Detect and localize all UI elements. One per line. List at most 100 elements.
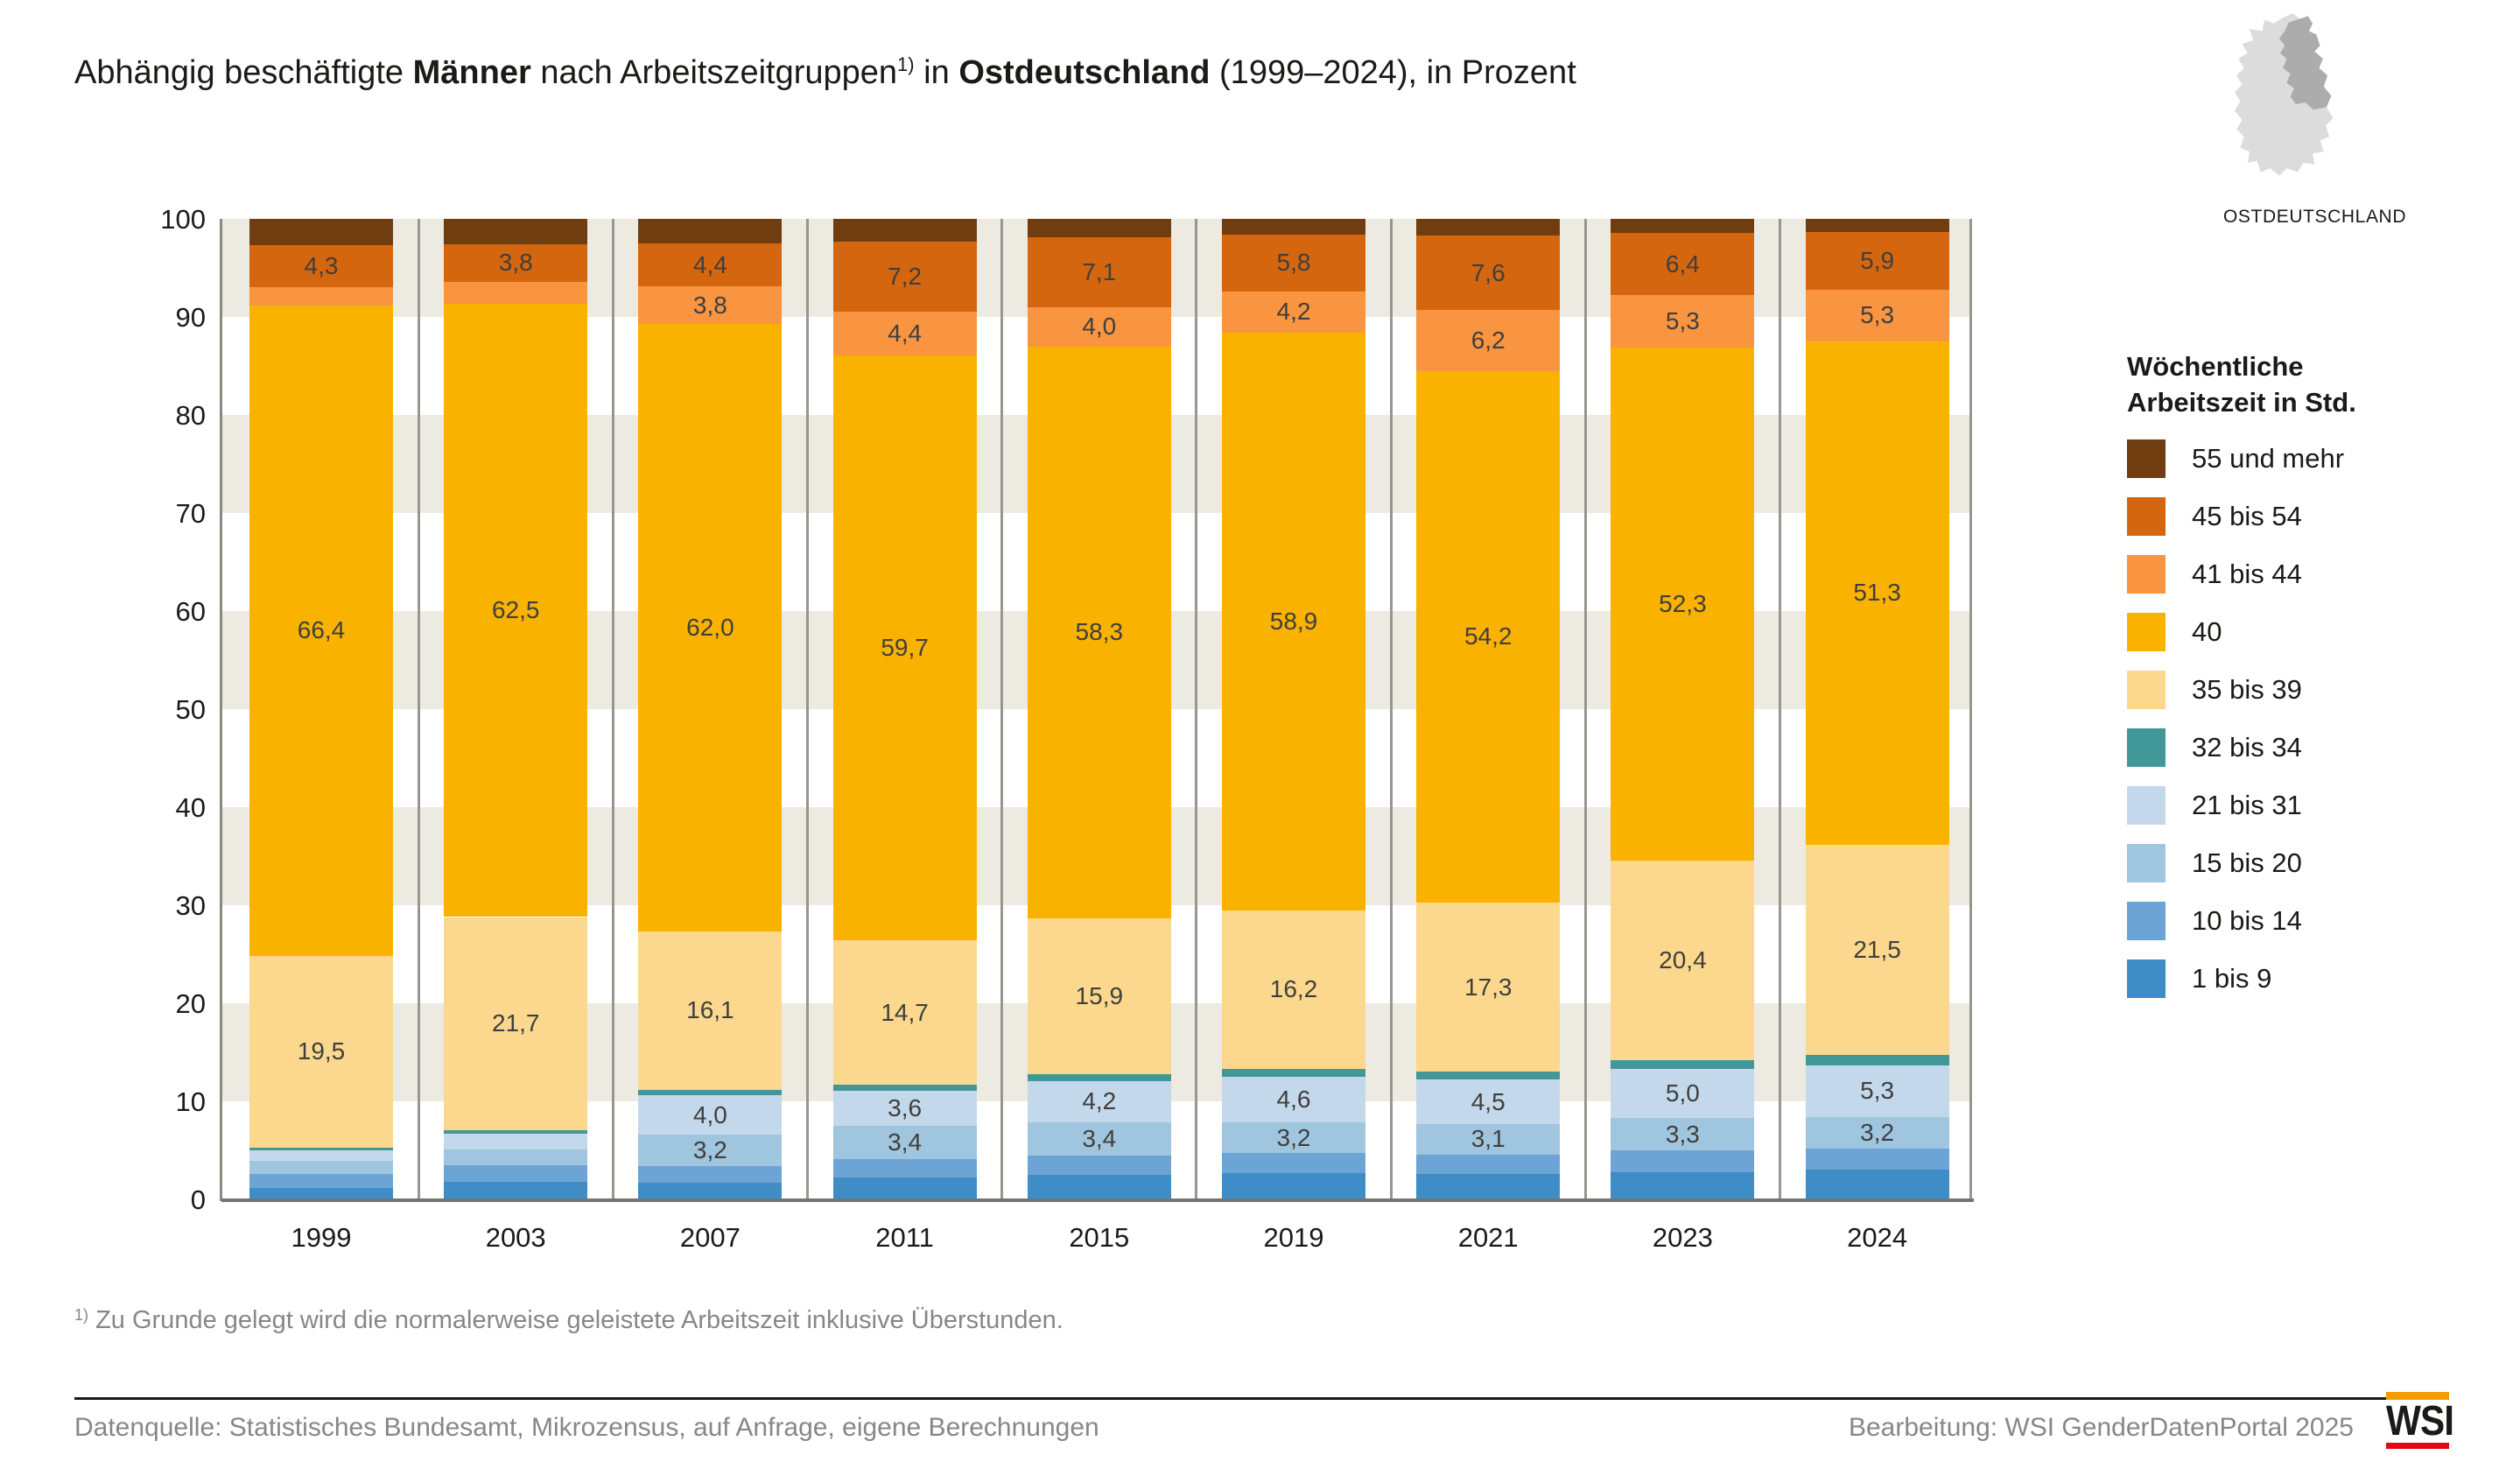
bar-segment-value-label: 14,7 xyxy=(881,998,929,1026)
bar-segment xyxy=(1611,219,1755,233)
bar-segment-value-label: 7,6 xyxy=(1471,258,1506,286)
legend-item: 41 bis 44 xyxy=(2127,555,2512,594)
bar-segment xyxy=(444,281,588,305)
bar-segment: 3,8 xyxy=(444,244,588,282)
bar-segment xyxy=(1805,1148,1949,1170)
title-run: Abhängig beschäftigte xyxy=(74,54,413,92)
legend-item-label: 1 bis 9 xyxy=(2192,963,2272,994)
legend-swatch xyxy=(2127,959,2166,998)
title-run: nach Arbeitszeitgruppen xyxy=(530,54,898,92)
bar-segment: 3,2 xyxy=(1805,1117,1949,1149)
x-axis-year-label: 1999 xyxy=(291,1222,352,1253)
bar-segment: 5,8 xyxy=(1222,234,1365,292)
bar-segment: 5,3 xyxy=(1611,295,1755,348)
legend-item: 45 bis 54 xyxy=(2127,497,2512,536)
bar-segment: 7,1 xyxy=(1027,237,1171,307)
year-separator-line xyxy=(611,219,614,1199)
bar-segment-value-label: 21,7 xyxy=(491,1009,540,1037)
bar-segment-value-label: 4,4 xyxy=(888,320,923,348)
germany-east-region xyxy=(2278,16,2332,110)
bar-segment: 5,3 xyxy=(1805,1065,1949,1117)
bar-segment-value-label: 3,8 xyxy=(692,291,727,319)
bar-segment-value-label: 7,1 xyxy=(1082,258,1117,286)
bar-segment xyxy=(444,1134,588,1149)
y-axis-tick-label: 60 xyxy=(175,596,206,627)
bar-segment xyxy=(1611,1150,1755,1172)
bar-segment xyxy=(249,1187,393,1199)
bar-segment-value-label: 5,9 xyxy=(1860,246,1895,274)
legend-item: 10 bis 14 xyxy=(2127,902,2512,940)
bar-segment-value-label: 5,3 xyxy=(1860,1077,1895,1105)
legend-swatch xyxy=(2127,844,2166,882)
footnote-marker: 1) xyxy=(74,1306,89,1324)
legend-swatch xyxy=(2127,613,2166,651)
bar-segment xyxy=(1805,1170,1949,1199)
bar-segment: 4,4 xyxy=(638,243,783,287)
bar-segment-value-label: 3,2 xyxy=(1276,1123,1311,1151)
bar-segment-value-label: 17,3 xyxy=(1464,973,1513,1001)
bar-segment: 54,2 xyxy=(1416,370,1561,903)
bar-segment: 4,5 xyxy=(1416,1079,1561,1124)
bar-segment xyxy=(832,1159,977,1178)
y-axis-tick-label: 100 xyxy=(160,204,206,235)
bar-segment-value-label: 58,9 xyxy=(1269,607,1318,635)
bar-segment: 62,0 xyxy=(638,323,783,932)
bar-segment xyxy=(832,1177,977,1199)
legend-title-line2: Arbeitszeit in Std. xyxy=(2127,387,2356,418)
footer-divider xyxy=(74,1397,2448,1400)
bar-segment: 7,2 xyxy=(832,241,977,313)
bar-segment-value-label: 59,7 xyxy=(881,634,929,662)
year-separator-line xyxy=(1583,219,1587,1199)
legend-item-label: 40 xyxy=(2192,616,2222,647)
y-axis-tick-label: 30 xyxy=(175,890,206,921)
legend-item-label: 10 bis 14 xyxy=(2192,905,2302,936)
wsi-logo-red-bar xyxy=(2386,1443,2449,1449)
bar-segment: 17,3 xyxy=(1416,902,1561,1072)
x-axis-year-label: 2021 xyxy=(1457,1222,1519,1253)
bar-segment: 7,6 xyxy=(1416,235,1561,311)
bar-segment xyxy=(1222,1153,1365,1173)
data-source-text: Datenquelle: Statistisches Bundesamt, Mi… xyxy=(74,1413,1099,1442)
bar-segment: 3,3 xyxy=(1611,1118,1755,1150)
bar-segment-value-label: 16,1 xyxy=(686,996,734,1024)
bar-segment-value-label: 16,2 xyxy=(1269,975,1318,1003)
legend-title-line1: Wöchentliche xyxy=(2127,351,2304,382)
bar-segment xyxy=(249,1150,393,1162)
bar-segment: 62,5 xyxy=(444,304,588,917)
bar-segment-value-label: 3,1 xyxy=(1471,1125,1506,1153)
bar-segment xyxy=(444,1164,588,1182)
bar-segment xyxy=(1416,219,1561,235)
y-axis-tick-label: 20 xyxy=(175,988,206,1019)
bar-segment: 5,0 xyxy=(1611,1069,1755,1118)
bar-segment: 3,1 xyxy=(1416,1123,1561,1155)
bar-segment-value-label: 54,2 xyxy=(1464,622,1513,650)
legend-item-label: 21 bis 31 xyxy=(2192,790,2302,820)
x-axis-year-label: 2019 xyxy=(1263,1222,1324,1253)
bar-segment: 3,2 xyxy=(638,1135,783,1166)
bar-segment-value-label: 20,4 xyxy=(1659,945,1707,973)
bar-segment-value-label: 4,3 xyxy=(304,252,339,280)
y-axis-tick-label: 0 xyxy=(190,1184,206,1215)
bar-segment xyxy=(832,1085,977,1091)
bar-segment xyxy=(444,1129,588,1134)
y-axis-tick-label: 90 xyxy=(175,302,206,333)
bar-segment: 66,4 xyxy=(249,305,393,957)
legend-item: 15 bis 20 xyxy=(2127,844,2512,882)
bar-segment xyxy=(1027,1175,1171,1199)
bar-segment-value-label: 5,8 xyxy=(1276,249,1311,277)
legend-swatch xyxy=(2127,786,2166,825)
bar-segment-value-label: 5,0 xyxy=(1665,1079,1700,1107)
wsi-logo-orange-bar xyxy=(2386,1392,2449,1400)
bar-segment: 58,3 xyxy=(1027,346,1171,918)
title-run: in xyxy=(914,54,959,92)
y-axis-tick-label: 50 xyxy=(175,694,206,725)
bar-segment: 15,9 xyxy=(1027,917,1171,1074)
bar-segment-value-label: 52,3 xyxy=(1659,589,1707,617)
legend-item-label: 45 bis 54 xyxy=(2192,501,2302,531)
legend-item-label: 15 bis 20 xyxy=(2192,847,2302,878)
legend-swatch xyxy=(2127,671,2166,709)
x-axis-year-label: 2015 xyxy=(1069,1222,1130,1253)
bar-segment: 6,2 xyxy=(1416,310,1561,371)
bar-segment xyxy=(444,1181,588,1199)
y-axis-tick-label: 70 xyxy=(175,498,206,529)
